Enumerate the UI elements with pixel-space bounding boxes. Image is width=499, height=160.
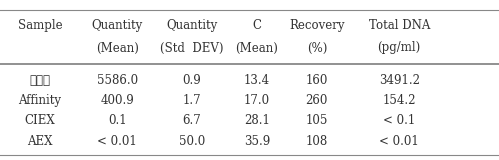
Text: (%): (%) [307,41,327,55]
Text: 17.0: 17.0 [244,94,270,107]
Text: (pg/ml): (pg/ml) [378,41,421,55]
Text: (Mean): (Mean) [96,41,139,55]
Text: 5586.0: 5586.0 [97,73,138,87]
Text: 1.7: 1.7 [183,94,202,107]
Text: Total DNA: Total DNA [369,19,430,32]
Text: 13.4: 13.4 [244,73,270,87]
Text: (Mean): (Mean) [236,41,278,55]
Text: < 0.01: < 0.01 [97,135,137,148]
Text: 배양액: 배양액 [29,73,50,87]
Text: 6.7: 6.7 [183,114,202,127]
Text: 260: 260 [306,94,328,107]
Text: Recovery: Recovery [289,19,345,32]
Text: 0.9: 0.9 [183,73,202,87]
Text: Sample: Sample [17,19,62,32]
Text: CIEX: CIEX [24,114,55,127]
Text: 50.0: 50.0 [179,135,205,148]
Text: Quantity: Quantity [167,19,218,32]
Text: < 0.1: < 0.1 [383,114,415,127]
Text: Affinity: Affinity [18,94,61,107]
Text: AEX: AEX [27,135,53,148]
Text: 3491.2: 3491.2 [379,73,420,87]
Text: 108: 108 [306,135,328,148]
Text: C: C [252,19,261,32]
Text: 154.2: 154.2 [382,94,416,107]
Text: < 0.01: < 0.01 [379,135,419,148]
Text: 0.1: 0.1 [108,114,127,127]
Text: 160: 160 [306,73,328,87]
Text: 28.1: 28.1 [244,114,270,127]
Text: (Std  DEV): (Std DEV) [160,41,224,55]
Text: 35.9: 35.9 [244,135,270,148]
Text: Quantity: Quantity [92,19,143,32]
Text: 400.9: 400.9 [100,94,134,107]
Text: 105: 105 [306,114,328,127]
